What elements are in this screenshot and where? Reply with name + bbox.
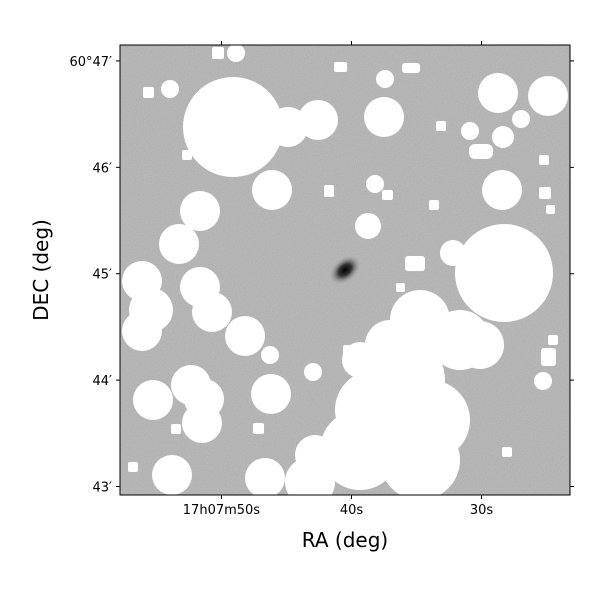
- x-tick-label: 40s: [340, 503, 364, 518]
- y-tick-label: 45′: [93, 268, 113, 283]
- y-axis-label: DEC (deg): [29, 219, 53, 321]
- image: [120, 45, 570, 495]
- y-tick-label: 60°47′: [69, 55, 112, 70]
- y-tick-label: 44′: [93, 374, 113, 389]
- y-tick-label: 43′: [93, 480, 113, 495]
- x-tick-label: 17h07m50s: [183, 503, 261, 518]
- x-axis-label: RA (deg): [302, 528, 388, 552]
- masks: [122, 45, 568, 495]
- frame: [119, 44, 571, 496]
- x-tick-label: 30s: [470, 503, 494, 518]
- y-tick-label: 46′: [93, 161, 113, 176]
- galaxy: [329, 255, 361, 285]
